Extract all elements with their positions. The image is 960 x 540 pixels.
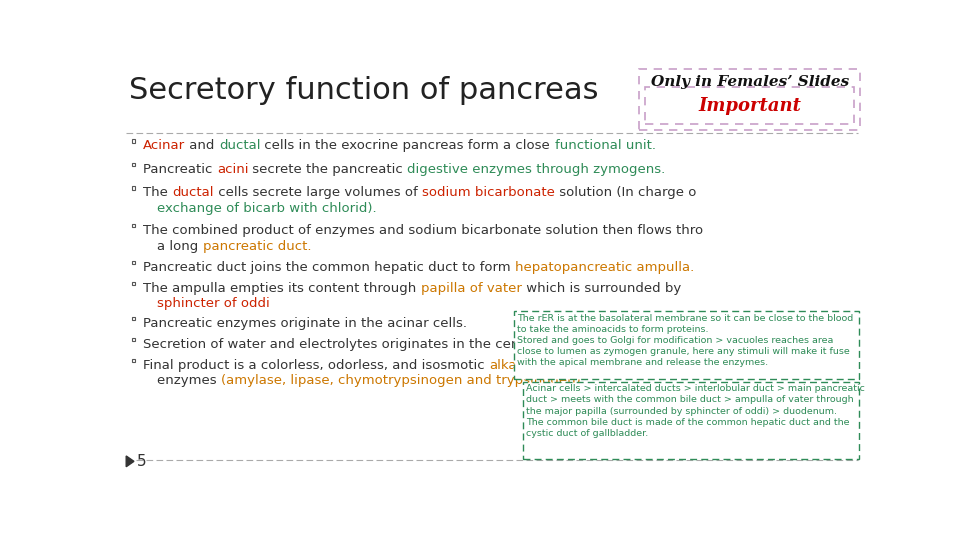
Text: The: The xyxy=(143,186,173,199)
Text: (amylase, lipase, chymotrypsinogen and trypsinogen).: (amylase, lipase, chymotrypsinogen and t… xyxy=(221,374,585,387)
Bar xyxy=(132,139,134,143)
Text: Secretory function of pancreas: Secretory function of pancreas xyxy=(130,76,599,105)
Text: through zymogens.: through zymogens. xyxy=(532,164,665,177)
FancyBboxPatch shape xyxy=(523,382,858,459)
Text: and: and xyxy=(185,139,219,152)
Text: pancreatic duct.: pancreatic duct. xyxy=(203,240,311,253)
Text: Acinar cells > intercalated ducts > interlobular duct > main pancreatic
duct > m: Acinar cells > intercalated ducts > inte… xyxy=(526,384,865,438)
FancyBboxPatch shape xyxy=(514,311,858,379)
Text: The ampulla empties its content through: The ampulla empties its content through xyxy=(143,282,420,295)
Bar xyxy=(132,318,134,320)
Bar xyxy=(132,261,134,264)
Text: Important: Important xyxy=(698,97,802,114)
Text: acini: acini xyxy=(217,164,249,177)
Text: Pancreatic enzymes originate in the acinar cells.: Pancreatic enzymes originate in the acin… xyxy=(143,318,468,330)
Text: The rER is at the basolateral membrane so it can be close to the blood
to take t: The rER is at the basolateral membrane s… xyxy=(516,314,853,367)
Bar xyxy=(132,359,134,362)
Text: which is surrounded by: which is surrounded by xyxy=(521,282,681,295)
Text: sodium bicarbonate: sodium bicarbonate xyxy=(421,186,555,199)
Text: secrete the pancreatic: secrete the pancreatic xyxy=(249,164,407,177)
Text: 5: 5 xyxy=(137,454,147,469)
Bar xyxy=(132,224,134,227)
Text: a long: a long xyxy=(157,240,203,253)
Bar xyxy=(132,164,134,166)
Text: cells in the exocrine pancreas form a close: cells in the exocrine pancreas form a cl… xyxy=(260,139,555,152)
Text: exchange of bicarb with chlorid).: exchange of bicarb with chlorid). xyxy=(157,202,377,215)
Text: digestive enzymes: digestive enzymes xyxy=(407,164,532,177)
Text: alkaline: alkaline xyxy=(490,359,540,372)
Text: ductal: ductal xyxy=(173,186,214,199)
Text: Secretion of water and electrolytes originates in the centroacinar and intercala: Secretion of water and electrolytes orig… xyxy=(143,338,766,351)
Text: Final product is a colorless, odorless, and isosmotic: Final product is a colorless, odorless, … xyxy=(143,359,490,372)
Text: ductal: ductal xyxy=(219,139,260,152)
Text: fluid that contains digestive: fluid that contains digestive xyxy=(540,359,732,372)
Text: enzymes: enzymes xyxy=(157,374,221,387)
Text: solution (In charge o: solution (In charge o xyxy=(555,186,696,199)
Text: Pancreatic duct joins the common hepatic duct to form: Pancreatic duct joins the common hepatic… xyxy=(143,261,516,274)
Bar xyxy=(132,282,134,285)
Text: functional unit.: functional unit. xyxy=(555,139,656,152)
Text: cells secrete large volumes of: cells secrete large volumes of xyxy=(214,186,421,199)
Text: papilla of vater: papilla of vater xyxy=(420,282,521,295)
Bar xyxy=(132,186,134,190)
Text: Acinar: Acinar xyxy=(143,139,185,152)
Polygon shape xyxy=(126,456,134,467)
Text: Pancreatic: Pancreatic xyxy=(143,164,217,177)
Text: sphincter of oddi: sphincter of oddi xyxy=(157,298,270,310)
Text: hepatopancreatic ampulla.: hepatopancreatic ampulla. xyxy=(516,261,694,274)
Text: Only in Females’ Slides: Only in Females’ Slides xyxy=(651,75,849,89)
Bar xyxy=(132,338,134,341)
Text: The combined product of enzymes and sodium bicarbonate solution then flows thro: The combined product of enzymes and sodi… xyxy=(143,224,704,237)
